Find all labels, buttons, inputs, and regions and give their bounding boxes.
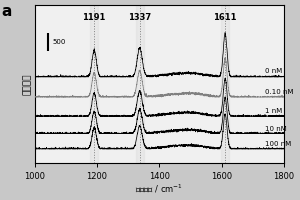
Bar bbox=[136, 5, 144, 163]
Text: 0.10 nM: 0.10 nM bbox=[266, 89, 294, 95]
Text: 0 nM: 0 nM bbox=[266, 68, 283, 74]
Text: 1191: 1191 bbox=[82, 13, 106, 22]
Bar bbox=[221, 5, 229, 163]
Text: a: a bbox=[2, 4, 12, 19]
Text: 10 nM: 10 nM bbox=[266, 126, 287, 132]
X-axis label: 拉曼移位 / cm$^{-1}$: 拉曼移位 / cm$^{-1}$ bbox=[135, 183, 183, 195]
Y-axis label: 拉曼强度: 拉曼强度 bbox=[23, 73, 32, 95]
Bar bbox=[90, 5, 98, 163]
Text: 1 nM: 1 nM bbox=[266, 108, 283, 114]
Text: 1611: 1611 bbox=[213, 13, 237, 22]
Text: 100 nM: 100 nM bbox=[266, 141, 292, 147]
Text: 1337: 1337 bbox=[128, 13, 151, 22]
Text: 500: 500 bbox=[53, 39, 66, 45]
